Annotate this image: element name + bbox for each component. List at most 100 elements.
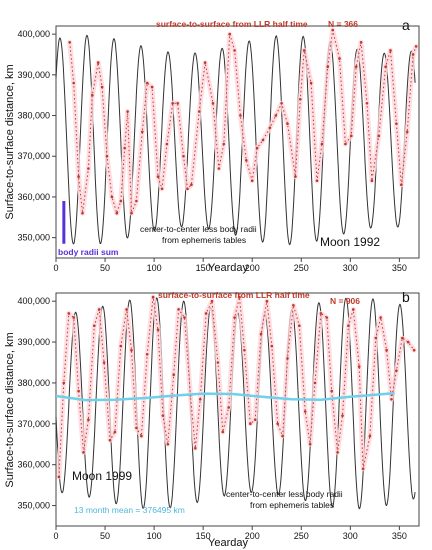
b-llr-point xyxy=(286,357,289,360)
a-llr-point xyxy=(268,126,272,130)
b-llr-point xyxy=(135,426,138,430)
a-llr-point xyxy=(261,138,265,142)
b-llr-point xyxy=(177,308,180,311)
b-llr-point xyxy=(151,295,155,299)
a-xtick-label: 50 xyxy=(100,263,110,273)
b-ytick-label: 360,000 xyxy=(17,460,50,470)
a-llr-point xyxy=(315,179,319,182)
a-llr-point xyxy=(91,93,94,97)
a-ytick-label: 390,000 xyxy=(17,70,50,80)
b-llr-point xyxy=(325,316,329,319)
a-llr-point xyxy=(239,114,242,117)
b-llr-point xyxy=(67,312,71,315)
b-llr-point xyxy=(406,340,410,344)
panel-b-ephem-label-1: center-to-center less body radii xyxy=(226,489,343,499)
b-llr-point xyxy=(233,316,236,319)
b-llr-point xyxy=(72,316,75,319)
panel-a-ephem-label-2: from ephemeris tables xyxy=(162,235,246,245)
b-llr-point xyxy=(298,324,301,328)
b-llr-point xyxy=(412,348,416,352)
a-llr-point xyxy=(72,81,75,85)
b-llr-point xyxy=(270,344,274,348)
a-llr-point xyxy=(77,175,80,178)
b-xtick-label: 50 xyxy=(100,531,110,541)
a-llr-point xyxy=(255,146,259,150)
panel-a-series xyxy=(55,27,419,246)
a-llr-point xyxy=(389,49,392,52)
b-llr-point xyxy=(57,475,61,479)
b-llr-point xyxy=(93,324,96,328)
b-llr-point xyxy=(368,434,372,438)
a-llr-point xyxy=(119,199,123,203)
b-llr-point xyxy=(62,381,66,385)
a-llr-point xyxy=(156,175,160,178)
a-xtick-label: 150 xyxy=(196,263,211,273)
panel-a-llr-label: surface-to-surface from LLR half time xyxy=(156,19,308,29)
panel-a-radii-label: body radii sum xyxy=(58,247,119,257)
a-llr-point xyxy=(294,175,297,178)
a-llr-point xyxy=(160,187,164,191)
a-xtick-label: 200 xyxy=(245,263,260,273)
a-llr-point xyxy=(338,57,341,60)
b-llr-point xyxy=(292,304,295,307)
a-llr-point xyxy=(222,142,226,146)
b-llr-point xyxy=(125,308,128,311)
b-llr-point xyxy=(172,373,175,377)
b-llr-point xyxy=(395,369,398,373)
a-llr-point xyxy=(245,159,248,162)
b-llr-point xyxy=(243,348,246,352)
b-xtick-label: 0 xyxy=(53,531,58,541)
a-llr-point xyxy=(126,110,129,113)
b-xtick-label: 150 xyxy=(196,531,211,541)
a-ytick-label: 370,000 xyxy=(17,151,50,161)
panel-b-n-label: N = 906 xyxy=(330,296,360,306)
a-llr-point xyxy=(130,211,133,215)
a-llr-point xyxy=(250,179,254,182)
panel-a-xlabel: Yearday xyxy=(208,262,248,274)
a-llr-point xyxy=(286,122,289,125)
panel-b: 0 50 100 150 200 250 300 350 350,000 360,000 370,0… xyxy=(4,289,420,549)
b-llr-point xyxy=(361,467,365,471)
b-llr-point xyxy=(198,398,202,401)
a-llr-point xyxy=(145,81,149,85)
a-llr-point xyxy=(365,102,369,105)
b-llr-point xyxy=(166,442,170,446)
b-llr-point xyxy=(385,348,388,352)
a-llr-point xyxy=(105,154,109,158)
b-llr-point xyxy=(221,430,225,434)
a-llr-point xyxy=(68,41,71,44)
b-llr-point xyxy=(336,451,339,454)
a-ytick-label: 400,000 xyxy=(17,29,50,39)
panel-b-xlabel: Yearday xyxy=(208,537,248,549)
panel-b-ylabel: Surface-to-surface distance, km xyxy=(4,332,16,487)
a-llr-point xyxy=(302,49,306,52)
panel-b-moon-title: Moon 1999 xyxy=(72,469,132,483)
b-llr-point xyxy=(108,438,112,442)
a-llr-point xyxy=(326,65,330,68)
a-ytick-label: 360,000 xyxy=(17,192,50,202)
b-llr-point xyxy=(113,430,117,434)
a-llr-point xyxy=(414,45,418,48)
panel-b-ticks: 0 50 100 150 200 250 300 350 350,000 360,000 370,0… xyxy=(17,296,406,541)
b-ytick-label: 370,000 xyxy=(17,419,50,429)
b-llr-point xyxy=(227,406,230,409)
a-llr-point xyxy=(211,102,215,105)
a-llr-point xyxy=(280,102,283,105)
b-llr-point xyxy=(102,361,106,364)
b-mean-line xyxy=(55,391,395,402)
b-llr-point xyxy=(77,389,80,393)
b-llr-point xyxy=(379,316,383,319)
b-llr-point xyxy=(156,328,160,332)
b-llr-point xyxy=(119,344,123,348)
a-xtick-label: 250 xyxy=(294,263,309,273)
b-llr-point xyxy=(97,308,101,311)
panel-b-mean-label: 13 month mean = 376495 km xyxy=(74,505,185,515)
a-xtick-label: 300 xyxy=(343,263,358,273)
b-llr-point xyxy=(249,422,252,426)
b-xtick-label: 350 xyxy=(392,531,407,541)
b-llr-point xyxy=(145,353,149,356)
a-xtick-label: 350 xyxy=(392,263,407,273)
a-llr-point xyxy=(233,49,236,52)
a-llr-point xyxy=(320,142,324,146)
